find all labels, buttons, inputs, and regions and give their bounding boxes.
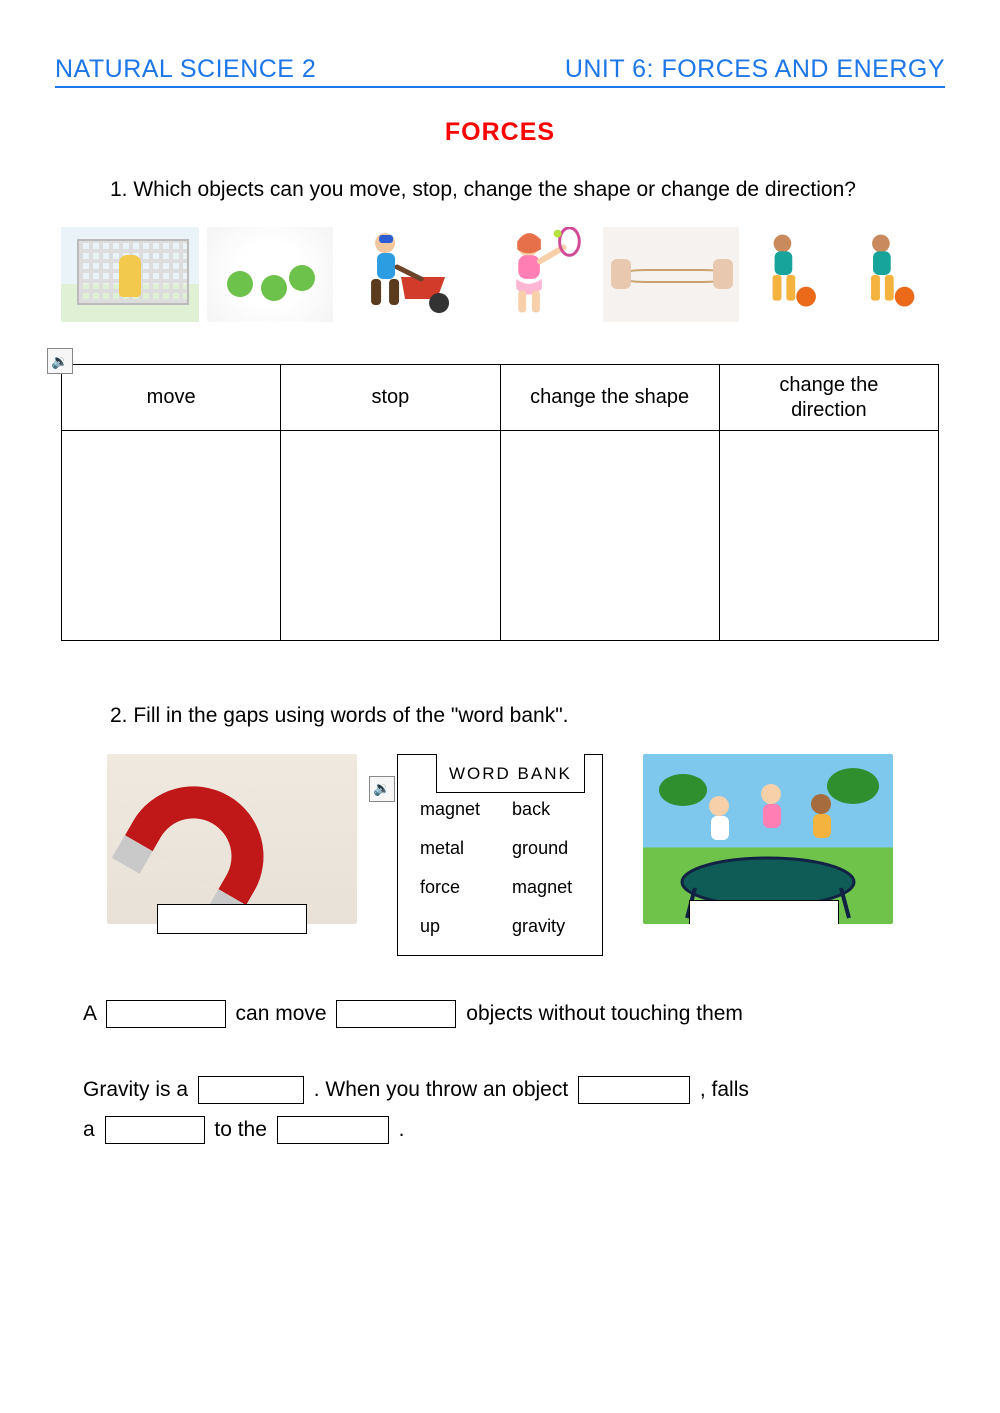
audio-icon[interactable]: 🔉 (369, 776, 395, 802)
text: . (399, 1118, 405, 1141)
page-header: NATURAL SCIENCE 2 UNIT 6: FORCES AND ENE… (55, 55, 945, 88)
question-1: 1. Which objects can you move, stop, cha… (110, 175, 890, 205)
blank-s2-3[interactable] (105, 1116, 205, 1144)
word-bank-col-2: back ground magnet gravity (512, 799, 572, 937)
col-move: move (62, 365, 281, 431)
text: objects without touching them (466, 1002, 743, 1025)
speaker-icon: 🔉 (373, 780, 390, 797)
text: . When you throw an object (314, 1078, 574, 1101)
speaker-icon: 🔉 (51, 353, 68, 370)
image-clay-hands[interactable] (207, 227, 333, 322)
text: to the (214, 1118, 272, 1141)
header-subject: NATURAL SCIENCE 2 (55, 55, 316, 84)
wordbank-wrap: 🔉 WORD BANK magnet metal force up back g… (397, 754, 603, 956)
question-2: 2. Fill in the gaps using words of the "… (110, 701, 890, 731)
text: can move (236, 1002, 333, 1025)
blank-s2-1[interactable] (198, 1076, 304, 1104)
wb-word[interactable]: up (420, 916, 480, 937)
q1-images-row (61, 227, 939, 322)
wb-word[interactable]: magnet (512, 877, 572, 898)
text: A (83, 1002, 102, 1025)
table-drop-row (62, 431, 939, 641)
header-unit: UNIT 6: FORCES AND ENERGY (565, 55, 945, 84)
dropzone-direction[interactable] (719, 431, 938, 641)
blank-s2-4[interactable] (277, 1116, 389, 1144)
wb-word[interactable]: force (420, 877, 480, 898)
blank-s1-2[interactable] (336, 1000, 456, 1028)
question-1-text: Which objects can you move, stop, change… (133, 178, 856, 201)
image-girl-tennis[interactable] (469, 227, 595, 322)
question-2-text: Fill in the gaps using words of the "wor… (133, 704, 568, 727)
question-2-number: 2. (110, 704, 128, 727)
image-trampoline (643, 754, 893, 924)
q2-images-row: 🔉 WORD BANK magnet metal force up back g… (75, 754, 925, 956)
col-change-direction: change the direction (719, 365, 938, 431)
text: a (83, 1118, 101, 1141)
dropzone-shape[interactable] (500, 431, 719, 641)
word-bank-title: WORD BANK (436, 754, 585, 793)
fill-sentence-1: A can move objects without touching them (83, 994, 917, 1034)
col-change-shape: change the shape (500, 365, 719, 431)
wb-word[interactable]: magnet (420, 799, 480, 820)
col-change-direction-label: change the direction (779, 374, 878, 421)
image-rubber-band[interactable] (603, 227, 739, 322)
table-header-row: move stop change the shape change the di… (62, 365, 939, 431)
blank-s2-2[interactable] (578, 1076, 690, 1104)
image-goalkeeper[interactable] (61, 227, 199, 322)
text: , falls (700, 1078, 749, 1101)
col-stop: stop (281, 365, 500, 431)
audio-icon[interactable]: 🔉 (47, 348, 73, 374)
magnet-shape (125, 761, 289, 905)
worksheet-page: NATURAL SCIENCE 2 UNIT 6: FORCES AND ENE… (0, 0, 1000, 1413)
blank-s1-1[interactable] (106, 1000, 226, 1028)
q1-table-wrap: 🔉 move stop change the shape change the … (61, 364, 939, 641)
wb-word[interactable]: back (512, 799, 572, 820)
blank-image-trampoline[interactable] (689, 900, 839, 924)
page-title: FORCES (55, 118, 945, 147)
fill-sentence-2: Gravity is a . When you throw an object … (83, 1070, 917, 1150)
image-boy-wheelbarrow[interactable] (341, 227, 461, 322)
word-bank-columns: magnet metal force up back ground magnet… (420, 799, 580, 937)
blank-image-magnet[interactable] (157, 904, 307, 934)
question-1-number: 1. (110, 178, 128, 201)
dropzone-move[interactable] (62, 431, 281, 641)
wb-word[interactable]: ground (512, 838, 572, 859)
word-bank: WORD BANK magnet metal force up back gro… (397, 754, 603, 956)
wb-word[interactable]: metal (420, 838, 480, 859)
image-basketball-players[interactable] (747, 227, 939, 322)
word-bank-col-1: magnet metal force up (420, 799, 480, 937)
wb-word[interactable]: gravity (512, 916, 572, 937)
text: Gravity is a (83, 1078, 188, 1101)
q1-table: move stop change the shape change the di… (61, 364, 939, 641)
dropzone-stop[interactable] (281, 431, 500, 641)
image-magnet (107, 754, 357, 924)
